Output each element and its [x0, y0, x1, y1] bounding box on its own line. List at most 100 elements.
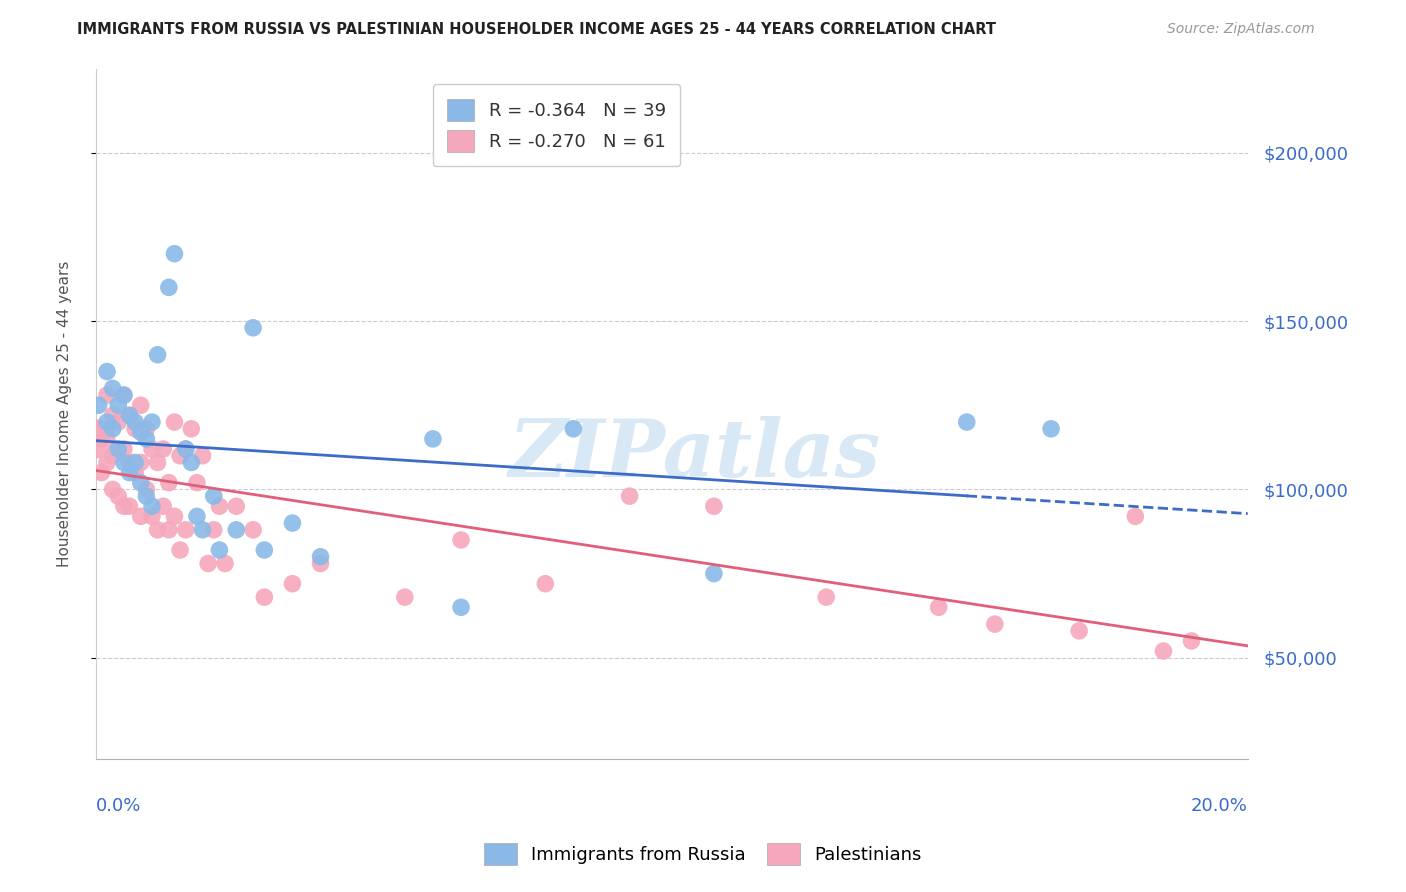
- Point: [146, 348, 169, 362]
- Point: [101, 449, 124, 463]
- Text: IMMIGRANTS FROM RUSSIA VS PALESTINIAN HOUSEHOLDER INCOME AGES 25 - 44 YEARS CORR: IMMIGRANTS FROM RUSSIA VS PALESTINIAN HO…: [77, 22, 997, 37]
- Point: [118, 466, 141, 480]
- Point: [101, 422, 124, 436]
- Point: [928, 600, 950, 615]
- Point: [129, 509, 152, 524]
- Point: [152, 442, 174, 456]
- Point: [141, 500, 163, 514]
- Point: [107, 442, 129, 456]
- Point: [163, 415, 186, 429]
- Point: [157, 475, 180, 490]
- Point: [186, 509, 208, 524]
- Point: [163, 246, 186, 260]
- Point: [1040, 422, 1063, 436]
- Point: [124, 466, 146, 480]
- Point: [703, 500, 725, 514]
- Point: [281, 516, 304, 530]
- Point: [96, 455, 118, 469]
- Point: [225, 500, 247, 514]
- Point: [135, 422, 157, 436]
- Point: [96, 415, 118, 429]
- Point: [129, 475, 152, 490]
- Point: [1152, 644, 1174, 658]
- Point: [242, 523, 264, 537]
- Point: [703, 566, 725, 581]
- Point: [956, 415, 979, 429]
- Point: [225, 523, 247, 537]
- Point: [107, 398, 129, 412]
- Point: [129, 455, 152, 469]
- Point: [112, 388, 135, 402]
- Point: [253, 543, 276, 558]
- Text: 20.0%: 20.0%: [1191, 797, 1247, 814]
- Point: [202, 523, 225, 537]
- Point: [157, 280, 180, 294]
- Point: [169, 449, 191, 463]
- Point: [107, 415, 129, 429]
- Text: 0.0%: 0.0%: [96, 797, 141, 814]
- Point: [815, 590, 838, 604]
- Point: [101, 409, 124, 423]
- Point: [141, 509, 163, 524]
- Point: [124, 422, 146, 436]
- Point: [309, 549, 332, 564]
- Point: [90, 432, 112, 446]
- Point: [281, 576, 304, 591]
- Point: [1123, 509, 1146, 524]
- Point: [112, 388, 135, 402]
- Point: [214, 557, 236, 571]
- Point: [309, 557, 332, 571]
- Point: [146, 455, 169, 469]
- Point: [163, 509, 186, 524]
- Point: [186, 475, 208, 490]
- Point: [450, 600, 472, 615]
- Point: [180, 422, 202, 436]
- Y-axis label: Householder Income Ages 25 - 44 years: Householder Income Ages 25 - 44 years: [58, 260, 72, 566]
- Point: [118, 500, 141, 514]
- Point: [118, 409, 141, 423]
- Point: [135, 432, 157, 446]
- Point: [146, 523, 169, 537]
- Point: [129, 425, 152, 439]
- Point: [96, 365, 118, 379]
- Text: ZIPatlas: ZIPatlas: [509, 417, 880, 494]
- Point: [141, 415, 163, 429]
- Point: [152, 500, 174, 514]
- Point: [124, 455, 146, 469]
- Point: [141, 442, 163, 456]
- Point: [118, 455, 141, 469]
- Point: [394, 590, 416, 604]
- Point: [129, 398, 152, 412]
- Point: [191, 523, 214, 537]
- Point: [1069, 624, 1091, 638]
- Point: [169, 543, 191, 558]
- Point: [90, 466, 112, 480]
- Point: [208, 500, 231, 514]
- Point: [112, 442, 135, 456]
- Point: [107, 489, 129, 503]
- Point: [208, 543, 231, 558]
- Point: [174, 523, 197, 537]
- Point: [619, 489, 641, 503]
- Legend: R = -0.364   N = 39, R = -0.270   N = 61: R = -0.364 N = 39, R = -0.270 N = 61: [433, 85, 681, 167]
- Point: [422, 432, 444, 446]
- Point: [124, 415, 146, 429]
- Point: [174, 442, 197, 456]
- Point: [84, 432, 107, 446]
- Point: [191, 449, 214, 463]
- Text: Source: ZipAtlas.com: Source: ZipAtlas.com: [1167, 22, 1315, 37]
- Point: [1180, 634, 1202, 648]
- Point: [984, 617, 1007, 632]
- Point: [101, 483, 124, 497]
- Point: [157, 523, 180, 537]
- Legend: Immigrants from Russia, Palestinians: Immigrants from Russia, Palestinians: [475, 834, 931, 874]
- Point: [562, 422, 585, 436]
- Point: [86, 422, 108, 436]
- Point: [135, 489, 157, 503]
- Point: [197, 557, 219, 571]
- Point: [450, 533, 472, 547]
- Point: [202, 489, 225, 503]
- Point: [101, 381, 124, 395]
- Point: [242, 320, 264, 334]
- Point: [112, 500, 135, 514]
